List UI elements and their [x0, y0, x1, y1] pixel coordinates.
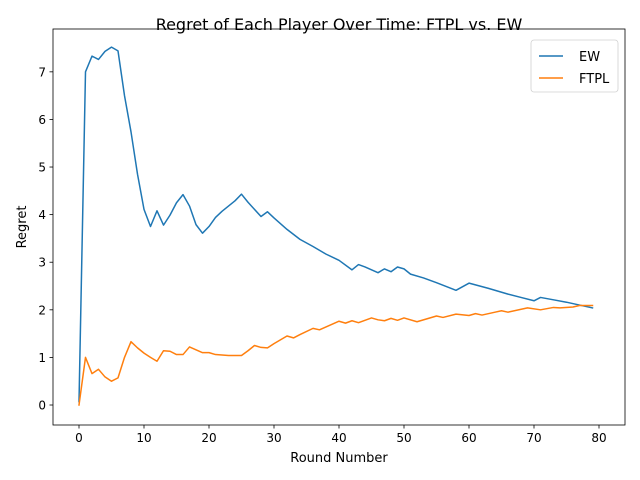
chart-title: Regret of Each Player Over Time: FTPL vs… — [156, 15, 523, 34]
x-tick-label: 30 — [266, 431, 281, 445]
y-tick-label: 6 — [38, 113, 46, 127]
y-tick-label: 7 — [38, 65, 46, 79]
x-tick-label: 20 — [201, 431, 216, 445]
y-tick-label: 2 — [38, 303, 46, 317]
x-tick-label: 10 — [136, 431, 151, 445]
x-tick-label: 80 — [591, 431, 606, 445]
x-tick-label: 0 — [75, 431, 83, 445]
x-axis-label: Round Number — [290, 451, 388, 466]
y-tick-label: 1 — [38, 351, 46, 365]
x-tick-label: 60 — [461, 431, 476, 445]
y-axis: 0 1 2 3 4 5 6 7 — [38, 65, 53, 413]
legend-label-ftpl: FTPL — [579, 72, 610, 87]
y-axis-label: Regret — [15, 206, 30, 249]
y-tick-label: 4 — [38, 208, 46, 222]
x-tick-label: 40 — [331, 431, 346, 445]
legend-box — [530, 39, 619, 93]
x-axis: 0 10 20 30 40 50 60 70 80 — [75, 425, 607, 445]
x-tick-label: 70 — [526, 431, 541, 445]
series-line-ew — [78, 46, 594, 403]
y-tick-label: 5 — [38, 161, 46, 175]
legend-label-ew: EW — [579, 50, 600, 65]
legend: EW FTPL — [530, 39, 619, 93]
series-line-ftpl — [78, 304, 594, 406]
y-tick-label: 3 — [38, 256, 46, 270]
y-tick-label: 0 — [38, 399, 46, 413]
series-layer — [78, 46, 594, 406]
x-tick-label: 50 — [396, 431, 411, 445]
